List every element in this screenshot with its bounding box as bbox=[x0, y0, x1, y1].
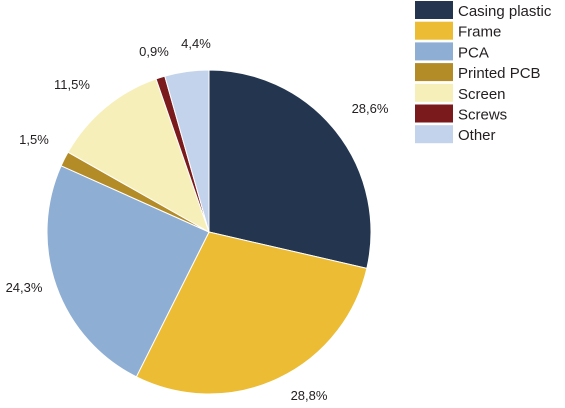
legend-label: Frame bbox=[458, 24, 501, 41]
legend-swatch bbox=[415, 83, 453, 102]
legend-swatch bbox=[415, 125, 453, 144]
legend-label: Other bbox=[458, 127, 496, 144]
pie-slice-other bbox=[164, 69, 210, 233]
legend-label: Printed PCB bbox=[458, 65, 541, 82]
legend-swatch bbox=[415, 63, 453, 82]
legend-swatch bbox=[415, 42, 453, 61]
slice-value-label: 24,3% bbox=[6, 280, 43, 295]
slice-value-label: 28,6% bbox=[352, 101, 389, 116]
legend: Casing plastic Frame PCA Printed PCB Screen S… bbox=[415, 1, 552, 144]
legend-swatch bbox=[415, 21, 453, 40]
legend-label: Screen bbox=[458, 86, 506, 103]
pie-slice-pca bbox=[46, 165, 210, 378]
pie-slices bbox=[46, 69, 372, 395]
slice-labels: 28,6% 28,8% 24,3% 1,5% 11,5% 0,9% 4,4% bbox=[6, 36, 389, 403]
slice-value-label: 4,4% bbox=[181, 36, 211, 51]
pie-slice-frame bbox=[135, 231, 368, 395]
pie-slice-screen bbox=[67, 78, 210, 234]
legend-swatch bbox=[415, 1, 453, 19]
legend-swatch bbox=[415, 104, 453, 123]
slice-value-label: 1,5% bbox=[19, 132, 49, 147]
slice-value-label: 0,9% bbox=[139, 44, 169, 59]
pie-slice-casing-plastic bbox=[208, 69, 372, 269]
legend-label: PCA bbox=[458, 44, 489, 61]
legend-label: Screws bbox=[458, 107, 507, 124]
slice-value-label: 28,8% bbox=[291, 388, 328, 403]
legend-label: Casing plastic bbox=[458, 3, 552, 20]
slice-value-label: 11,5% bbox=[54, 77, 90, 92]
